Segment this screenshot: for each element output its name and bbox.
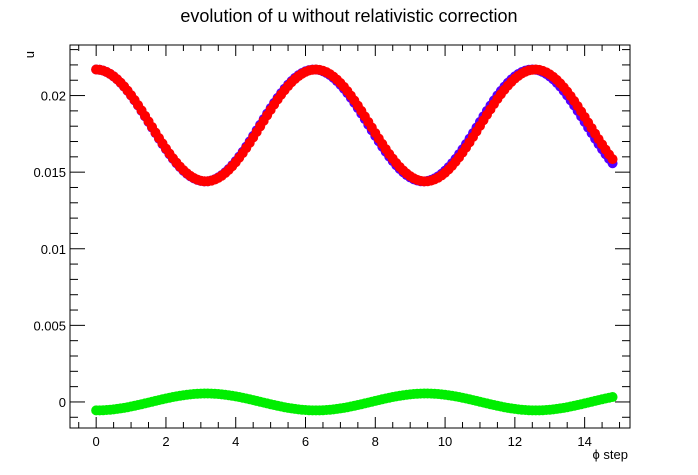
x-tick-label: 8 — [372, 434, 379, 449]
y-tick-label: 0.015 — [33, 165, 66, 180]
x-tick-label: 6 — [302, 434, 309, 449]
x-tick-label: 10 — [438, 434, 452, 449]
tick-labels: 0 2 4 6 8 10 12 14 0 0.005 0.01 0.015 0.02 — [33, 89, 591, 449]
data-points — [91, 64, 618, 416]
data-point — [607, 154, 618, 165]
plot-frame — [69, 44, 631, 429]
series-2 — [91, 64, 618, 187]
chart-title: evolution of u without relativistic corr… — [180, 6, 518, 26]
x-tick-label: 2 — [162, 434, 169, 449]
x-tick-label: 4 — [232, 434, 239, 449]
y-tick-label: 0 — [59, 395, 66, 410]
y-tick-label: 0.01 — [41, 242, 66, 257]
y-axis-title: u — [22, 51, 37, 58]
x-tick-label: 0 — [93, 434, 100, 449]
axis-ticks — [70, 45, 630, 428]
x-tick-label: 12 — [508, 434, 522, 449]
data-point — [607, 392, 618, 403]
x-tick-label: 14 — [577, 434, 591, 449]
series-1 — [91, 64, 618, 187]
x-axis-title: ϕ step — [593, 447, 628, 462]
y-tick-label: 0.005 — [33, 318, 66, 333]
y-tick-label: 0.02 — [41, 89, 66, 104]
series-3 — [91, 388, 618, 416]
